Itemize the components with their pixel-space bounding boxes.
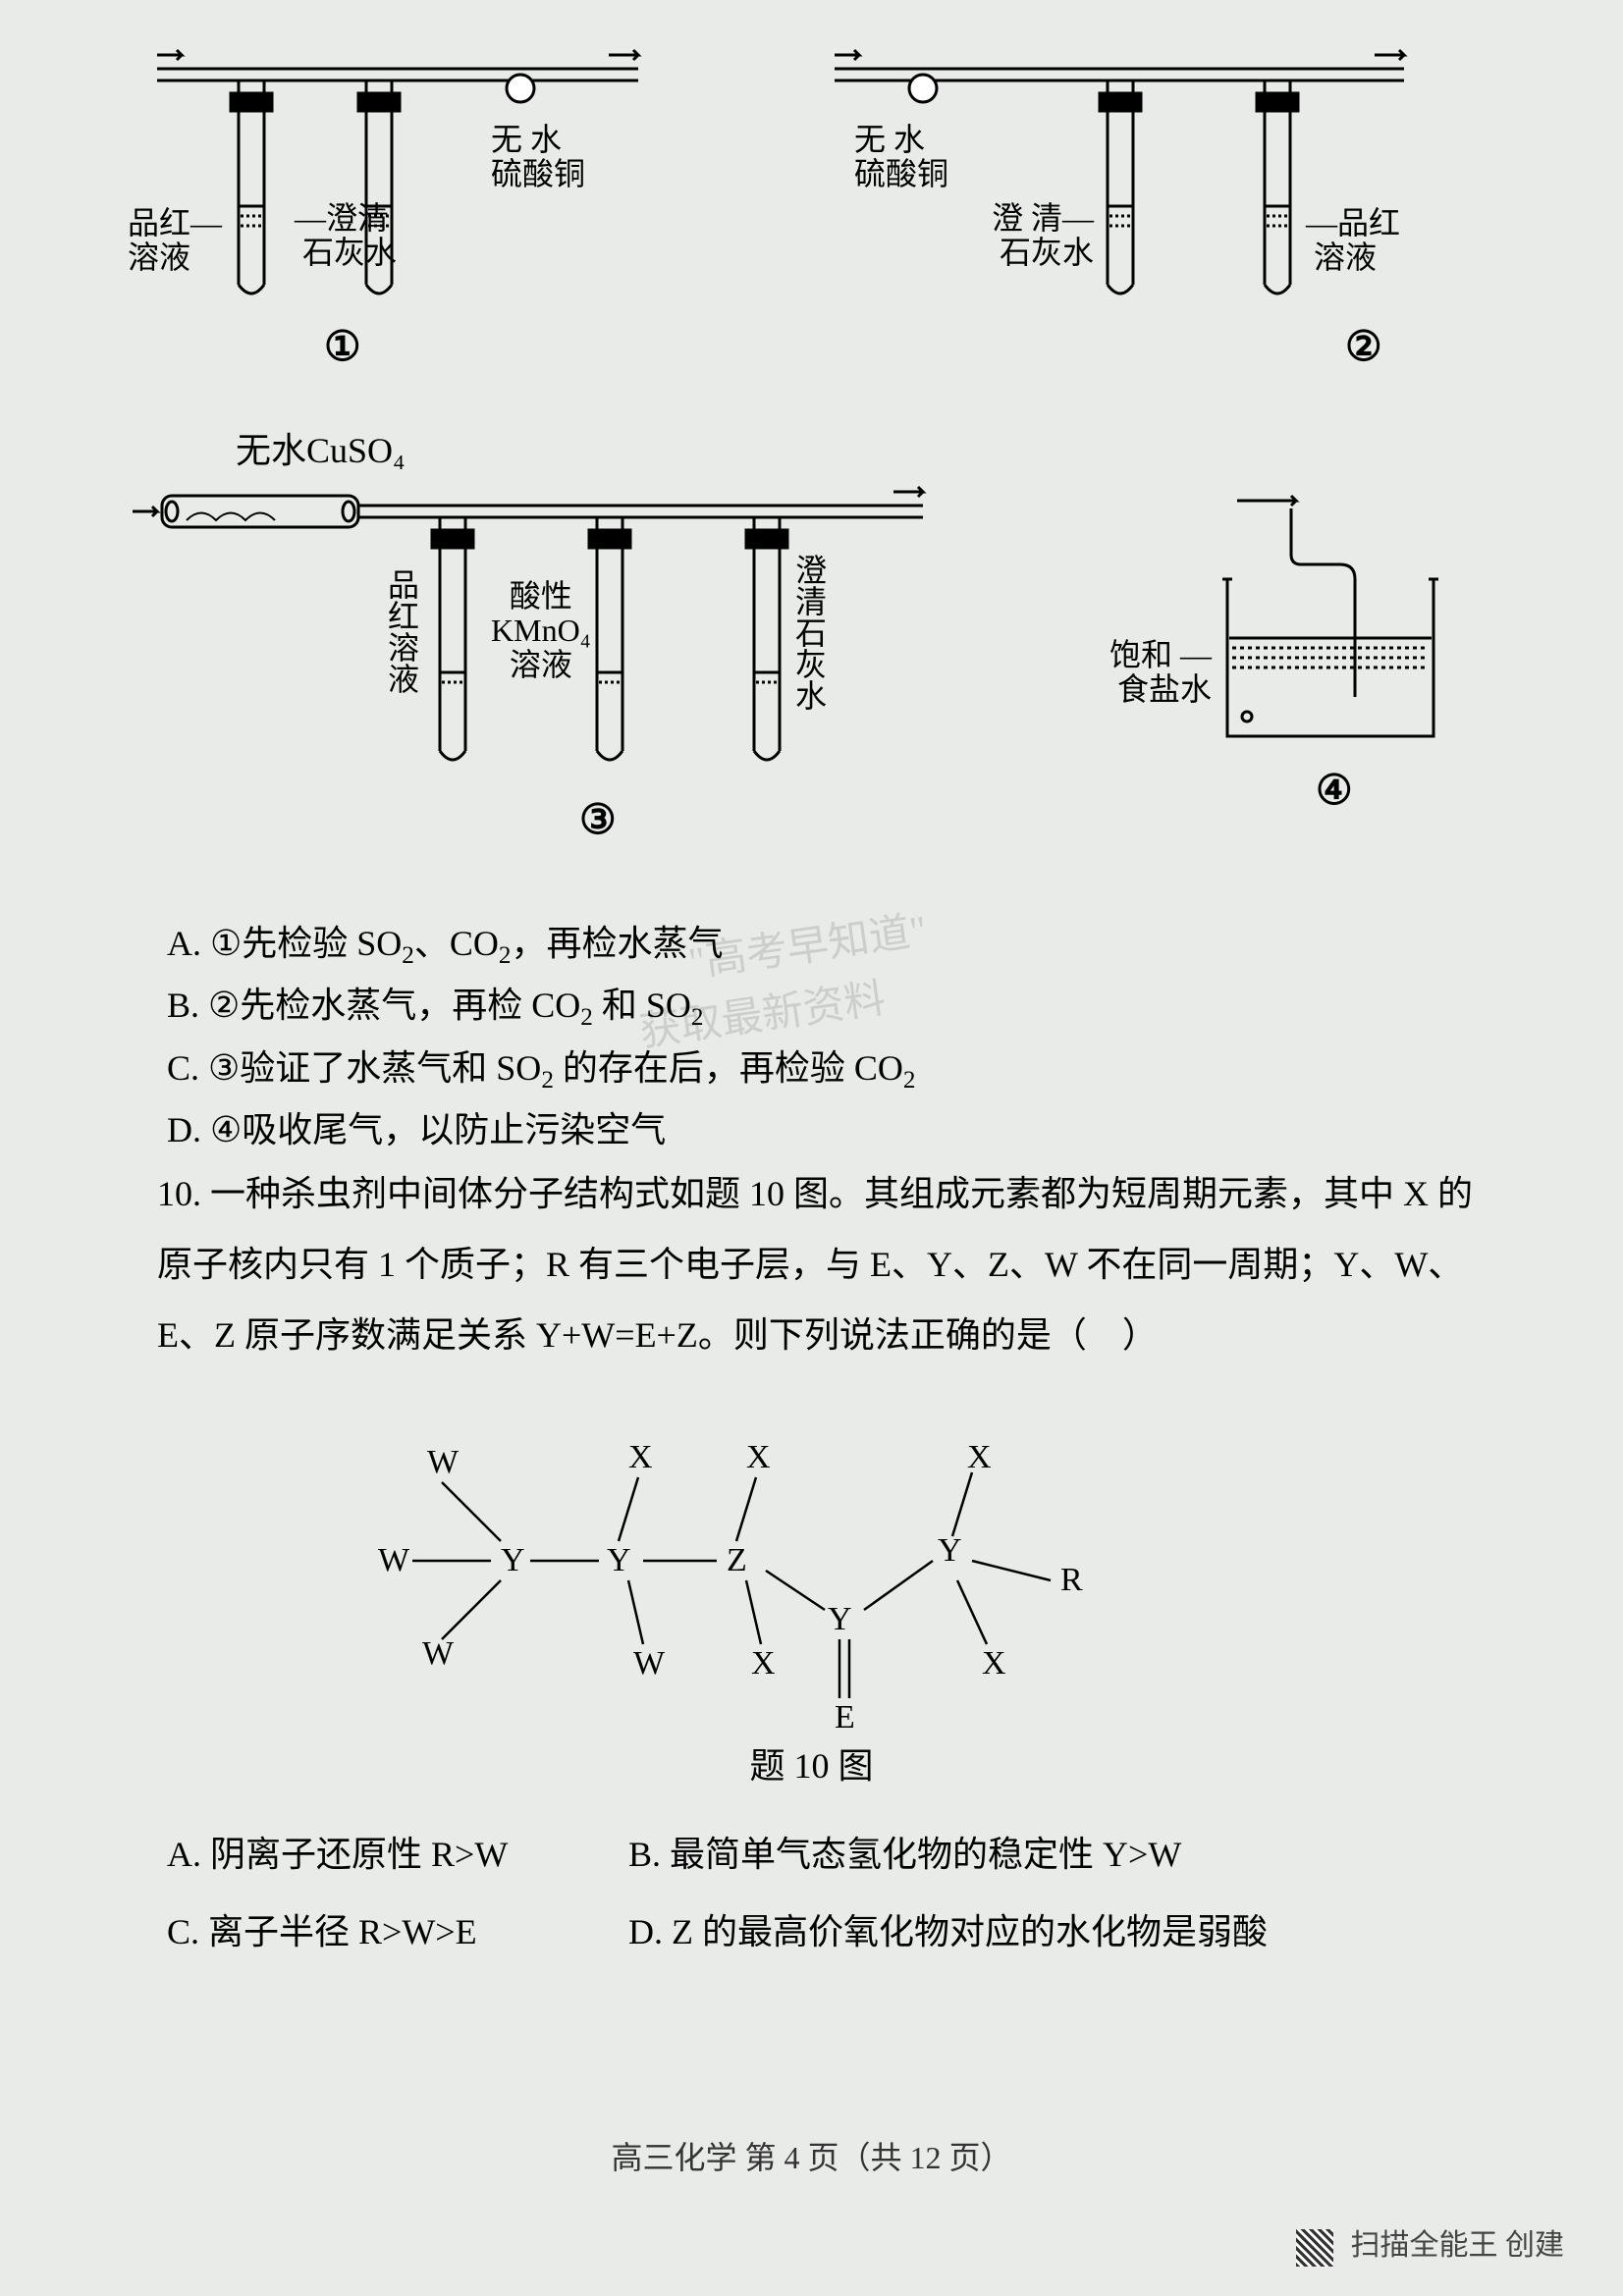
t: A. ①先检验 SO: [167, 924, 402, 963]
label-text: 溶液: [128, 240, 190, 275]
t: KMnO₄: [491, 613, 591, 648]
d2-reagent-label: 无 水 硫酸铜: [854, 123, 948, 191]
d4-beaker-label: 饱和 — 食盐水: [1109, 638, 1212, 707]
t: C. ③验证了水蒸气和 SO: [167, 1048, 541, 1088]
apparatus-svg-4: [1041, 491, 1453, 766]
d2-tube2-label: —品红 溶液: [1306, 206, 1400, 275]
t: 和 SO: [593, 986, 691, 1025]
label-text: 澄清: [326, 200, 389, 236]
option-B: B. 最简单气态氢化物的稳定性 Y>W: [628, 1816, 1181, 1894]
label-text: 品红: [1337, 205, 1400, 240]
label-text: 无 水: [491, 122, 562, 157]
structure-svg: W W W Y Y X W Z X X Y E Y X R X: [373, 1423, 1119, 1737]
diagram-4: 饱和 — 食盐水 ④: [1041, 491, 1453, 864]
option-D: D. ④吸收尾气，以防止污染空气: [167, 1103, 1443, 1158]
svg-text:W: W: [427, 1444, 460, 1480]
diagram-2: 无 水 硫酸铜 澄 清— 石灰水 —品红 溶液 ②: [815, 39, 1443, 393]
t: 溶: [388, 630, 419, 666]
qr-icon: [1296, 2229, 1333, 2267]
scan-badge: 扫描全能王 创建: [1296, 2220, 1564, 2267]
d1-number: ①: [324, 322, 361, 371]
svg-text:R: R: [1060, 1562, 1083, 1598]
q10-options: A. 阴离子还原性 R>W B. 最简单气态氢化物的稳定性 Y>W C. 离子半…: [167, 1816, 1473, 1971]
q10-intro: 10. 一种杀虫剂中间体分子结构式如题 10 图。其组成元素都为短周期元素，其中…: [157, 1158, 1483, 1370]
d3-top-label: 无水CuSO₄: [236, 432, 406, 471]
label-text: 澄 清: [992, 200, 1062, 236]
svg-text:Y: Y: [501, 1542, 525, 1578]
t: 液: [388, 662, 419, 697]
d3-number: ③: [579, 795, 617, 844]
svg-text:Y: Y: [938, 1532, 962, 1569]
apparatus-svg-1: [128, 39, 677, 334]
q10-caption: 题 10 图: [0, 1737, 1623, 1789]
svg-text:Y: Y: [607, 1542, 631, 1578]
d3-tube3-label: 澄 清 石 灰 水: [795, 555, 825, 712]
t: 水: [795, 678, 827, 714]
t: 灰: [795, 647, 827, 682]
option-B: B. ②先检水蒸气，再检 CO2 和 SO2: [167, 979, 1443, 1037]
t: B. ②先检水蒸气，再检 CO: [167, 986, 580, 1025]
svg-text:X: X: [746, 1439, 771, 1475]
diagram-3: 无水CuSO₄: [128, 432, 972, 854]
d1-tube2-label: —澄清 石灰水: [295, 201, 397, 270]
svg-text:E: E: [835, 1699, 855, 1735]
t: 品: [388, 567, 419, 603]
d3-tube1-label: 品 红 溶 液: [388, 569, 417, 695]
label-text: 硫酸铜: [854, 156, 948, 191]
svg-text:W: W: [378, 1542, 410, 1578]
exam-page: 品红— 溶液 —澄清 石灰水 无 水 硫酸铜 ①: [0, 0, 1623, 2296]
molecular-diagram: W W W Y Y X W Z X X Y E Y X R X: [373, 1423, 1119, 1737]
option-C: C. 离子半径 R>W>E: [167, 1894, 628, 1971]
option-C: C. ③验证了水蒸气和 SO2 的存在后，再检验 CO2: [167, 1041, 1443, 1099]
svg-text:X: X: [751, 1645, 776, 1682]
svg-text:Z: Z: [727, 1542, 747, 1578]
label-text: 溶液: [1314, 240, 1377, 275]
svg-text:X: X: [982, 1645, 1006, 1682]
label-text: 石灰水: [1000, 235, 1094, 270]
diagram-row-1: 品红— 溶液 —澄清 石灰水 无 水 硫酸铜 ①: [128, 39, 1495, 393]
label-text: 无 水: [854, 122, 925, 157]
label-text: 品红: [128, 205, 190, 240]
t: 澄: [795, 553, 827, 588]
d2-number: ②: [1345, 322, 1382, 371]
t: 的存在后，再检验 CO: [554, 1048, 903, 1088]
svg-text:X: X: [967, 1439, 992, 1475]
d1-tube1-label: 品红— 溶液: [128, 206, 222, 275]
option-A: A. ①先检验 SO2、CO2，再检水蒸气: [167, 917, 1443, 975]
t: 红: [388, 599, 419, 634]
t: 石: [795, 615, 827, 651]
t: 酸性: [510, 578, 572, 614]
t: 食盐水: [1117, 671, 1212, 707]
option-A: A. 阴离子还原性 R>W: [167, 1816, 628, 1894]
d4-number: ④: [1316, 766, 1353, 815]
t: ，再检水蒸气: [512, 924, 724, 963]
page-footer: 高三化学 第 4 页（共 12 页）: [0, 2133, 1623, 2178]
t: 、CO: [414, 924, 499, 963]
option-D: D. Z 的最高价氧化物对应的水化物是弱酸: [628, 1894, 1268, 1971]
q9-options: A. ①先检验 SO2、CO2，再检水蒸气 B. ②先检水蒸气，再检 CO2 和…: [167, 913, 1443, 1162]
t: 饱和: [1109, 637, 1172, 672]
label-text: 硫酸铜: [491, 156, 585, 191]
svg-text:X: X: [628, 1439, 653, 1475]
svg-text:Y: Y: [828, 1601, 852, 1637]
diagram-row-2: 无水CuSO₄: [128, 432, 1502, 854]
t: 溶液: [510, 647, 572, 682]
t: 清: [795, 584, 827, 619]
d3-tube2-label: 酸性 KMnO₄ 溶液: [491, 579, 591, 683]
d2-tube1-label: 澄 清— 石灰水: [992, 201, 1094, 270]
diagram-1: 品红— 溶液 —澄清 石灰水 无 水 硫酸铜 ①: [128, 39, 717, 393]
svg-text:W: W: [422, 1635, 455, 1672]
d1-reagent-label: 无 水 硫酸铜: [491, 123, 585, 191]
label-text: 石灰水: [302, 235, 397, 270]
svg-text:W: W: [633, 1645, 666, 1682]
scan-text: 扫描全能王 创建: [1351, 2229, 1565, 2262]
